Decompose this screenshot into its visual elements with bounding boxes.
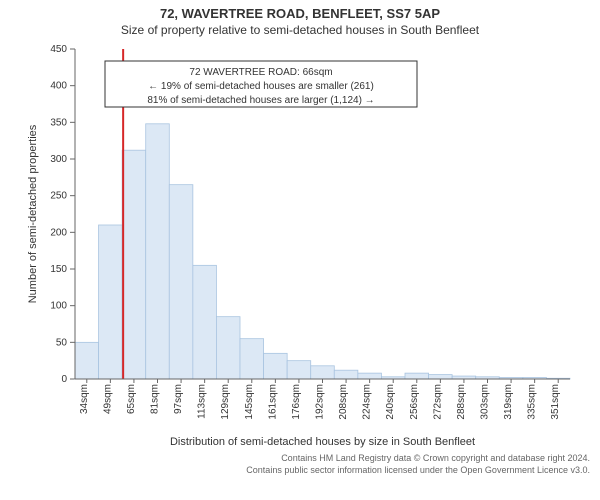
footer-attribution: Contains HM Land Registry data © Crown c… <box>10 453 590 476</box>
svg-text:250: 250 <box>50 191 67 202</box>
svg-text:65sqm: 65sqm <box>126 384 137 414</box>
svg-text:34sqm: 34sqm <box>79 384 90 414</box>
svg-text:113sqm: 113sqm <box>197 384 208 419</box>
svg-text:450: 450 <box>50 44 67 55</box>
svg-text:81sqm: 81sqm <box>150 384 161 414</box>
svg-text:303sqm: 303sqm <box>480 384 491 420</box>
svg-text:49sqm: 49sqm <box>102 384 113 414</box>
svg-text:Distribution of semi-detached: Distribution of semi-detached houses by … <box>170 436 475 448</box>
svg-text:300: 300 <box>50 154 67 165</box>
svg-text:50: 50 <box>56 337 68 348</box>
svg-text:256sqm: 256sqm <box>409 384 420 420</box>
svg-text:176sqm: 176sqm <box>291 384 302 420</box>
page-subtitle: Size of property relative to semi-detach… <box>121 23 479 37</box>
svg-text:224sqm: 224sqm <box>362 384 373 420</box>
svg-text:97sqm: 97sqm <box>173 384 184 414</box>
svg-text:100: 100 <box>50 301 67 312</box>
chart-container: 72, WAVERTREE ROAD, BENFLEET, SS7 5AP Si… <box>0 0 600 500</box>
svg-text:0: 0 <box>61 374 67 385</box>
svg-text:72 WAVERTREE ROAD: 66sqm: 72 WAVERTREE ROAD: 66sqm <box>189 67 332 78</box>
svg-text:200: 200 <box>50 227 67 238</box>
svg-text:145sqm: 145sqm <box>244 384 255 420</box>
histogram-chart: 0 50 100 150 200 250 300 350 400 450 34sqm 49sqm 65s… <box>20 41 580 451</box>
svg-text:208sqm: 208sqm <box>338 384 349 420</box>
svg-text:129sqm: 129sqm <box>220 384 231 420</box>
footer-line-1: Contains HM Land Registry data © Crown c… <box>10 453 590 465</box>
svg-text:240sqm: 240sqm <box>385 384 396 420</box>
svg-text:272sqm: 272sqm <box>432 384 443 420</box>
svg-text:150: 150 <box>50 264 67 275</box>
svg-text:351sqm: 351sqm <box>550 384 561 420</box>
svg-text:288sqm: 288sqm <box>456 384 467 420</box>
svg-text:350: 350 <box>50 117 67 128</box>
svg-text:319sqm: 319sqm <box>503 384 514 420</box>
svg-text:81% of semi-detached houses ar: 81% of semi-detached houses are larger (… <box>147 95 374 106</box>
svg-text:161sqm: 161sqm <box>267 384 278 420</box>
svg-text:Number of semi-detached proper: Number of semi-detached properties <box>27 124 39 303</box>
svg-text:400: 400 <box>50 81 67 92</box>
svg-text:← 19% of semi-detached houses: ← 19% of semi-detached houses are smalle… <box>148 81 374 92</box>
footer-line-2: Contains public sector information licen… <box>10 465 590 477</box>
page-title: 72, WAVERTREE ROAD, BENFLEET, SS7 5AP <box>160 6 440 21</box>
svg-text:192sqm: 192sqm <box>315 384 326 420</box>
svg-text:335sqm: 335sqm <box>527 384 538 420</box>
